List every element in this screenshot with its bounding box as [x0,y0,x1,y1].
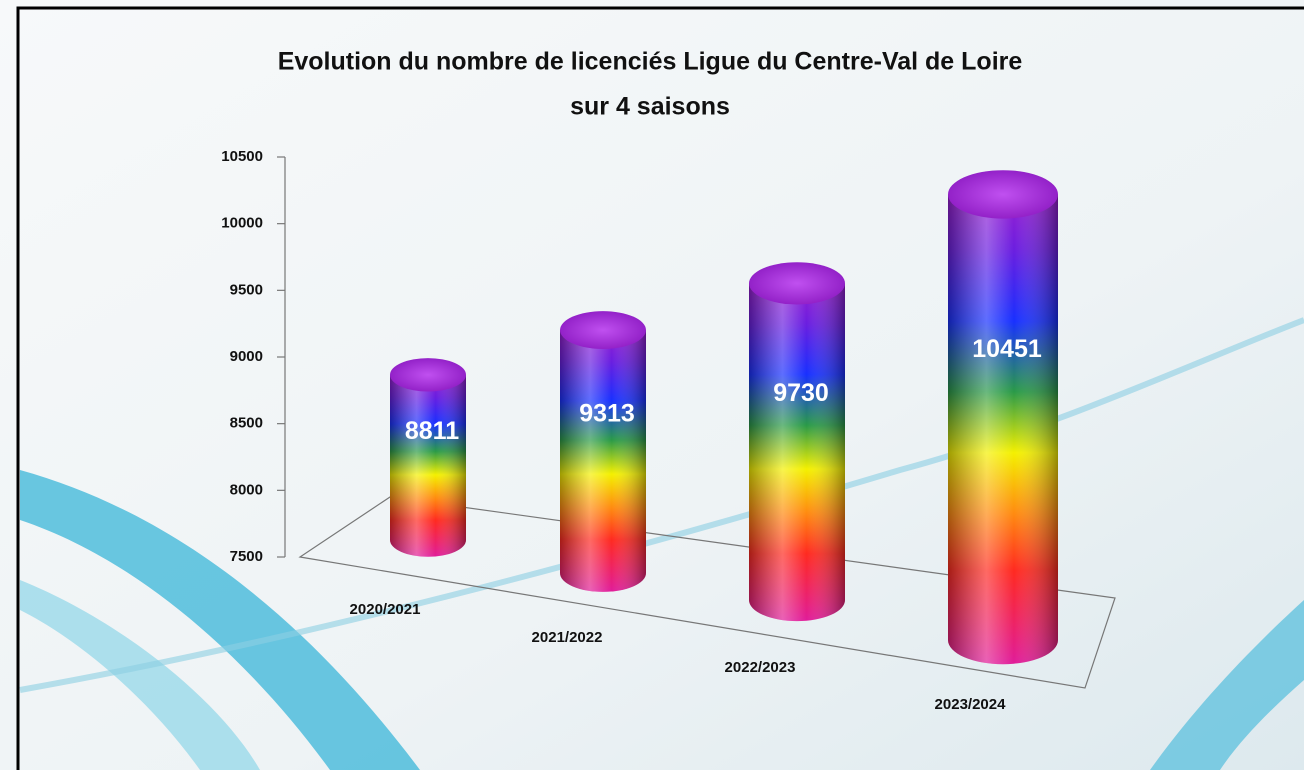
bar-cap [948,170,1058,219]
chart-title: Evolution du nombre de licenciés Ligue d… [278,48,1023,76]
decor-swoosh [20,580,260,770]
y-tick-label: 10500 [221,148,263,165]
y-tick-label: 10000 [221,215,263,232]
y-tick-label: 8500 [230,415,263,432]
decor-swoosh [1150,600,1304,770]
y-tick-label: 8000 [230,481,263,498]
data-label: 8811 [405,417,459,445]
bar-cap [390,358,466,392]
y-tick-label: 9500 [230,281,263,298]
bar [560,311,646,592]
bar-cap [560,311,646,349]
chart-subtitle: sur 4 saisons [570,93,730,121]
bar-shade [948,194,1058,665]
bar-cap [749,262,845,305]
data-label: 9313 [579,400,635,428]
x-tick-label: 2022/2023 [725,659,796,676]
bar [948,170,1058,665]
frame [16,6,1304,770]
decor-swoosh [20,470,420,770]
y-tick-label: 9000 [230,348,263,365]
data-label: 10451 [972,335,1042,363]
x-tick-label: 2021/2022 [532,629,603,646]
x-tick-label: 2023/2024 [935,696,1007,713]
bar-shade [560,330,646,592]
bar [749,262,845,622]
x-tick-label: 2020/2021 [350,601,421,618]
bar-shade [390,374,466,557]
y-tick-label: 7500 [230,548,263,565]
data-label: 9730 [773,379,829,407]
bar-shade [749,283,845,622]
bar [390,358,466,557]
